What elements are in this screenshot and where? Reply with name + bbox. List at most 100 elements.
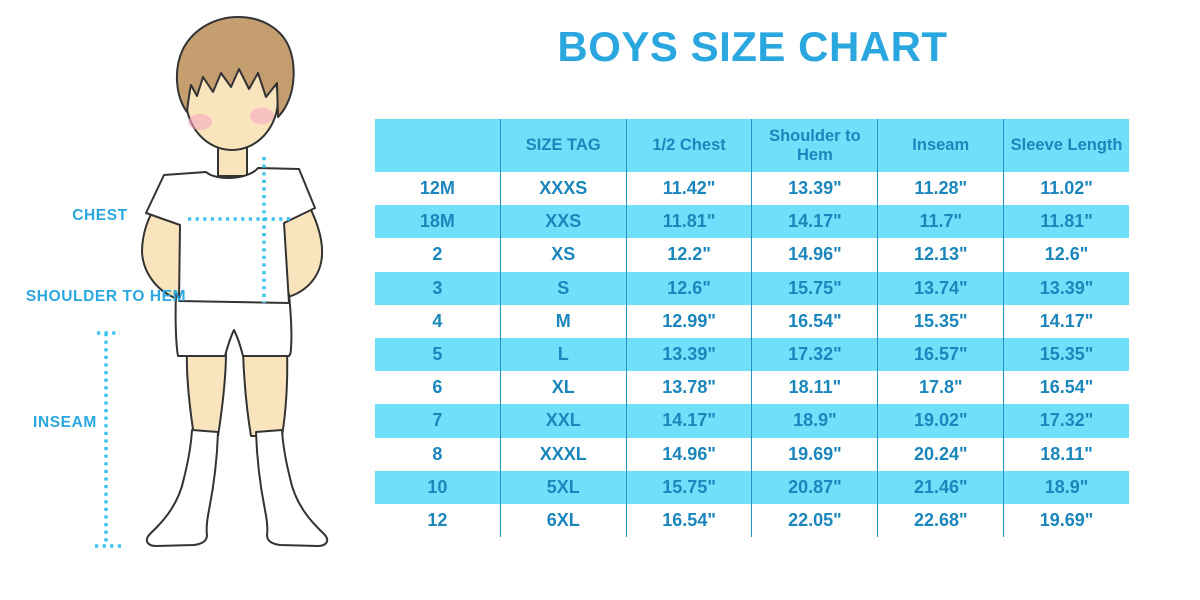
page-title: BOYS SIZE CHART [557, 23, 948, 70]
table-cell: 15.35" [1039, 344, 1094, 365]
size-cell: 3 [375, 271, 501, 305]
table-cell: 12.6" [1044, 244, 1089, 265]
table-row: 7 XXL 14.17" 18.9" 19.02" 17.32" [375, 404, 1129, 438]
table-cell: 16.57" [878, 337, 1005, 372]
table-cell: XXXS [501, 172, 627, 206]
size-cell: 18M [375, 205, 501, 239]
table-cell: XL [501, 371, 627, 405]
table-cell: 11.7" [878, 205, 1005, 239]
table-row: 12 6XL 16.54" 22.05" 22.68" 19.69" [375, 503, 1129, 538]
column-header: SIZE TAG [501, 119, 627, 172]
table-row: 18M XXS 11.81" 14.17" 11.7" 11.81" [375, 205, 1129, 239]
table-cell: 13.39" [627, 337, 753, 372]
boy-shirt [145, 167, 316, 304]
boy-sock-right [255, 429, 329, 547]
table-cell: L [501, 337, 627, 372]
size-cell: 10 [375, 470, 501, 504]
table-row: 10 5XL 15.75" 20.87" 21.46" 18.9" [375, 470, 1129, 504]
table-cell: 19.02" [878, 404, 1005, 438]
table-cell: 12.6" [627, 271, 753, 305]
table-cell: 5XL [501, 470, 627, 504]
column-header: Sleeve Length [1010, 136, 1123, 155]
table-cell: 14.17" [627, 404, 753, 438]
table-row: 12M XXXS 11.42" 13.39" 11.28" 11.02" [375, 172, 1129, 206]
size-cell: 4 [375, 304, 501, 338]
table-cell: 14.17" [752, 205, 879, 239]
table-row: 5 L 13.39" 17.32" 16.57" 15.35" [375, 337, 1129, 372]
column-header [375, 119, 501, 172]
size-cell: 5 [375, 337, 501, 372]
table-cell: 16.54" [752, 304, 879, 338]
table-cell: XS [501, 238, 627, 272]
table-cell: 18.9" [752, 404, 879, 438]
table-cell: 18.9" [1044, 476, 1089, 497]
table-cell: 14.96" [627, 437, 753, 471]
table-cell: 12.2" [627, 238, 753, 272]
size-cell: 6 [375, 371, 501, 405]
table-row: 2 XS 12.2" 14.96" 12.13" 12.6" [375, 238, 1129, 272]
boy-shorts [174, 293, 293, 357]
table-cell: 13.39" [752, 172, 879, 206]
table-cell: 22.68" [878, 503, 1005, 538]
table-cell: 13.74" [878, 271, 1005, 305]
table-cell: 16.54" [627, 503, 753, 538]
table-row: 8 XXXL 14.96" 19.69" 20.24" 18.11" [375, 437, 1129, 471]
boy-blush-right [250, 108, 274, 124]
boy-sock-left [145, 429, 219, 547]
table-row: 4 M 12.99" 16.54" 15.35" 14.17" [375, 304, 1129, 338]
table-cell: 12.13" [878, 238, 1005, 272]
table-cell: 21.46" [878, 470, 1005, 504]
table-cell: 22.05" [752, 503, 879, 538]
table-cell: 15.75" [627, 470, 753, 504]
table-cell: 11.02" [1040, 178, 1093, 199]
table-cell: 11.42" [627, 172, 753, 206]
size-cell: 12 [375, 503, 501, 538]
size-cell: 7 [375, 404, 501, 438]
table-cell: 17.32" [752, 337, 879, 372]
table-cell: 20.24" [878, 437, 1005, 471]
column-header: Inseam [878, 119, 1005, 172]
table-cell: 13.78" [627, 371, 753, 405]
table-cell: 13.39" [1039, 277, 1094, 298]
size-cell: 12M [375, 172, 501, 206]
table-cell: 11.81" [1040, 211, 1093, 232]
table-cell: XXXL [501, 437, 627, 471]
table-cell: 18.11" [752, 371, 879, 405]
table-cell: 15.35" [878, 304, 1005, 338]
column-header: 1/2 Chest [627, 119, 753, 172]
table-cell: 17.8" [878, 371, 1005, 405]
table-cell: 11.81" [627, 205, 753, 239]
boy-leg-right [242, 349, 289, 437]
shoulder-to-hem-label: SHOULDER TO HEM [26, 288, 186, 305]
table-cell: 19.69" [1039, 509, 1094, 530]
column-header: Shoulder to Hem [752, 119, 879, 172]
boy-leg-left [185, 349, 227, 437]
table-cell: 19.69" [752, 437, 879, 471]
boy-illustration: CHEST SHOULDER TO HEM INSEAM [26, 16, 329, 548]
inseam-label: INSEAM [33, 414, 97, 431]
table-cell: S [501, 271, 627, 305]
chest-label: CHEST [72, 207, 128, 224]
table-cell: 14.17" [1039, 310, 1094, 331]
size-cell: 2 [375, 238, 501, 272]
boy-hair [175, 16, 295, 118]
table-cell: XXL [501, 404, 627, 438]
table-cell: 14.96" [752, 238, 879, 272]
table-cell: 6XL [501, 503, 627, 538]
table-cell: M [501, 304, 627, 338]
table-row: 6 XL 13.78" 18.11" 17.8" 16.54" [375, 371, 1129, 405]
table-row: 3 S 12.6" 15.75" 13.74" 13.39" [375, 271, 1129, 305]
table-cell: 16.54" [1039, 377, 1094, 398]
table-cell: 12.99" [627, 304, 753, 338]
table-cell: 11.28" [878, 172, 1005, 206]
table-cell: 15.75" [752, 271, 879, 305]
table-cell: 18.11" [1040, 443, 1093, 464]
boy-blush-left [188, 114, 212, 130]
table-cell: XXS [501, 205, 627, 239]
table-cell: 17.32" [1039, 410, 1094, 431]
size-cell: 8 [375, 437, 501, 471]
table-cell: 20.87" [752, 470, 879, 504]
size-table: SIZE TAG 1/2 Chest Shoulder to Hem Inseam Sl… [375, 119, 1129, 538]
table-header-row: SIZE TAG 1/2 Chest Shoulder to Hem Inseam Sl… [375, 119, 1129, 172]
